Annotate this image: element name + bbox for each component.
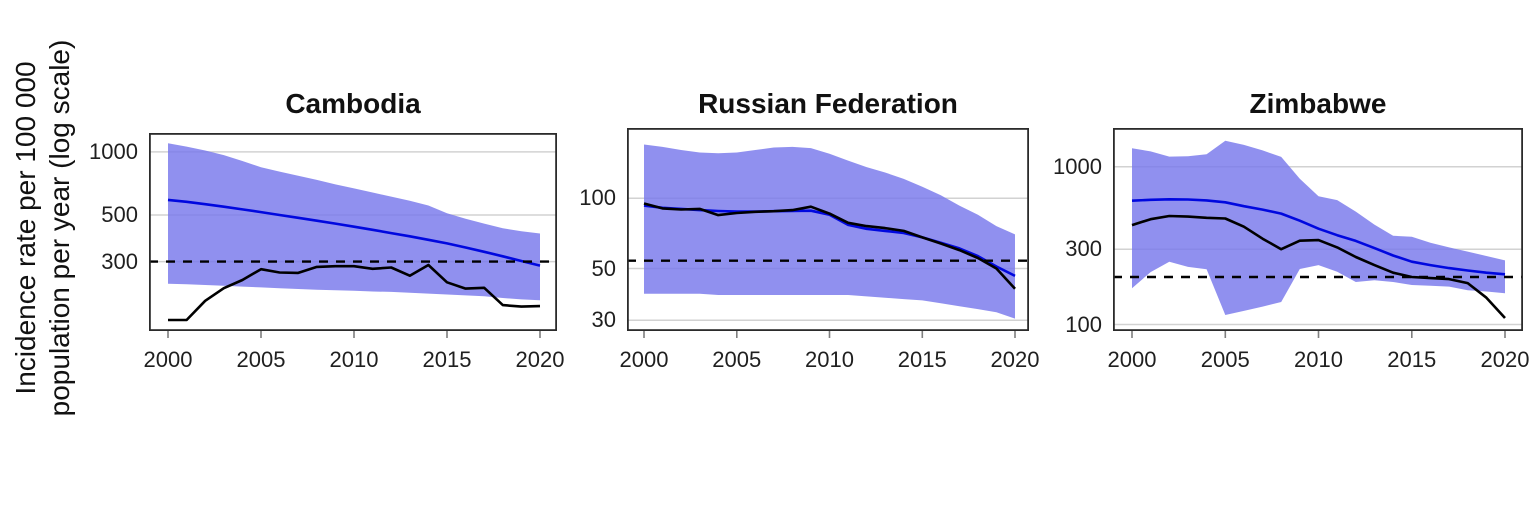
y-axis-tick-label: 1000 bbox=[1053, 153, 1102, 179]
panel-title-zimbabwe: Zimbabwe bbox=[1249, 88, 1387, 119]
y-axis-tick-label: 30 bbox=[591, 307, 616, 333]
x-axis-tick-label: 2000 bbox=[619, 347, 669, 372]
notification-line bbox=[1131, 214, 1506, 319]
x-axis-tick-label: 2005 bbox=[712, 347, 762, 372]
chart-plot-russian-federation bbox=[626, 127, 1030, 338]
y-axis-title-line1: Incidence rate per 100 000 bbox=[10, 61, 41, 395]
y-axis-tick-label: 500 bbox=[101, 202, 138, 228]
estimate-line bbox=[1131, 198, 1506, 276]
chart-plot-cambodia bbox=[148, 132, 558, 338]
plot-border bbox=[148, 132, 558, 331]
x-axis-tick-label: 2000 bbox=[143, 347, 193, 372]
x-axis-tick-label: 2005 bbox=[236, 347, 286, 372]
x-axis-tick-label: 2015 bbox=[897, 347, 947, 372]
chart-plot-zimbabwe bbox=[1112, 127, 1524, 338]
notification-line bbox=[168, 263, 541, 322]
x-axis-tick-label: 2010 bbox=[805, 347, 854, 372]
uncertainty-band bbox=[644, 144, 1015, 319]
y-axis-tick-label: 300 bbox=[1065, 236, 1102, 262]
y-axis-tick-label: 100 bbox=[579, 185, 616, 211]
x-axis-tick-label: 2010 bbox=[329, 347, 379, 372]
estimate-line bbox=[167, 198, 541, 267]
x-axis-tick-label: 2020 bbox=[1480, 347, 1530, 372]
x-axis-tick-label: 2015 bbox=[422, 347, 472, 372]
y-axis-tick-label: 100 bbox=[1065, 311, 1102, 337]
x-axis-tick-label: 2020 bbox=[515, 347, 565, 372]
panel-title-russian-federation: Russian Federation bbox=[698, 88, 958, 119]
notification-line bbox=[643, 202, 1016, 290]
y-axis-tick-label: 1000 bbox=[89, 138, 138, 164]
x-axis-tick-label: 2000 bbox=[1107, 347, 1157, 372]
x-axis-tick-label: 2010 bbox=[1294, 347, 1343, 372]
uncertainty-band bbox=[168, 143, 540, 301]
x-axis-tick-label: 2020 bbox=[990, 347, 1040, 372]
x-axis-tick-label: 2005 bbox=[1200, 347, 1250, 372]
panel-title-cambodia: Cambodia bbox=[285, 88, 421, 119]
x-axis-tick-label: 2015 bbox=[1387, 347, 1437, 372]
y-axis-tick-label: 50 bbox=[591, 255, 616, 281]
plot-border bbox=[626, 127, 1030, 331]
plot-border bbox=[1112, 127, 1524, 331]
y-axis-tick-label: 300 bbox=[101, 248, 138, 274]
